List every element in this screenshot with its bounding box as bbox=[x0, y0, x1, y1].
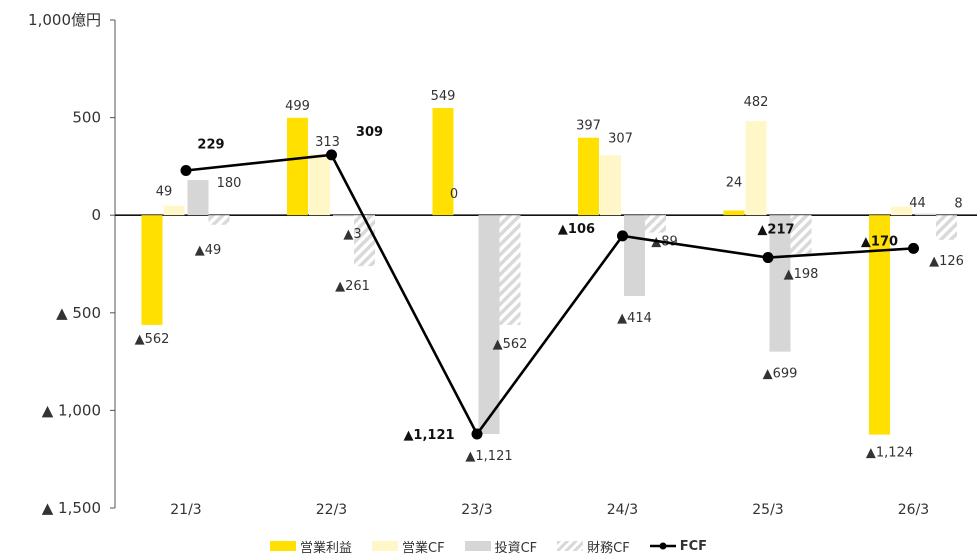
investing-cf-bar bbox=[478, 215, 500, 435]
bar-data-label: ▲1,124 bbox=[866, 446, 913, 461]
fcf-data-label: ▲217 bbox=[757, 223, 794, 238]
bar-data-label: 397 bbox=[576, 119, 601, 134]
x-category-label: 21/3 bbox=[170, 502, 201, 518]
bar-data-label: ▲49 bbox=[195, 243, 222, 258]
operating-cf-bar bbox=[309, 154, 330, 216]
x-category-label: 25/3 bbox=[752, 502, 783, 518]
legend-label-financing-cf: 財務CF bbox=[587, 540, 630, 556]
x-category-label: 23/3 bbox=[461, 502, 492, 518]
operating-cf-bar bbox=[600, 155, 621, 216]
operating-profit-bar bbox=[432, 108, 454, 216]
investing-cf-bar bbox=[769, 215, 791, 352]
y-tick-label: ▲ 500 bbox=[56, 304, 101, 322]
legend-item-operating-profit: 営業利益 bbox=[269, 537, 352, 556]
fcf-data-label: ▲1,121 bbox=[403, 428, 454, 443]
fcf-data-label: 229 bbox=[197, 137, 224, 152]
operating-profit-bar bbox=[723, 210, 745, 216]
operating-cf-bar bbox=[745, 121, 767, 216]
legend-label-operating-cf: 営業CF bbox=[402, 540, 445, 556]
investing-cf-bar bbox=[624, 215, 645, 297]
bar-data-label: ▲3 bbox=[343, 227, 361, 242]
bar-data-label: ▲699 bbox=[763, 367, 798, 382]
legend-swatch-investing-cf bbox=[464, 541, 491, 551]
legend-swatch-fcf bbox=[649, 542, 676, 550]
y-tick-label: 500 bbox=[72, 109, 101, 127]
financing-cf-bar bbox=[499, 215, 521, 325]
bar-data-label: ▲1,121 bbox=[465, 449, 512, 464]
bar-data-label: ▲414 bbox=[617, 311, 652, 326]
operating-profit-bar bbox=[869, 215, 890, 435]
bar-data-label: ▲562 bbox=[135, 332, 170, 347]
financing-cf-bar bbox=[936, 215, 957, 240]
bar-data-label: 8 bbox=[954, 197, 962, 212]
legend-item-investing-cf: 投資CF bbox=[464, 537, 538, 556]
bar-data-label: ▲562 bbox=[493, 337, 528, 352]
y-tick-label: 0 bbox=[91, 206, 101, 224]
fcf-data-label: ▲106 bbox=[558, 222, 595, 237]
fcf-data-label: 309 bbox=[356, 125, 383, 140]
legend-swatch-financing-cf bbox=[557, 541, 584, 551]
legend-swatch-operating-profit bbox=[269, 541, 296, 551]
legend-item-financing-cf: 財務CF bbox=[557, 537, 630, 556]
financing-cf-bar bbox=[790, 215, 812, 254]
bar-data-label: 313 bbox=[315, 135, 340, 150]
fcf-point bbox=[908, 242, 919, 254]
legend-label-investing-cf: 投資CF bbox=[494, 540, 538, 556]
bar-data-label: 49 bbox=[156, 185, 173, 200]
chart-legend: 営業利益 営業CF 投資CF 財務CF FCF bbox=[0, 535, 977, 557]
financing-cf-bar bbox=[645, 215, 666, 233]
bar-data-label: 0 bbox=[450, 187, 458, 202]
investing-cf-bar bbox=[333, 215, 354, 217]
fcf-point bbox=[617, 230, 628, 242]
bar-data-label: 24 bbox=[726, 176, 743, 191]
bar-data-label: 482 bbox=[744, 95, 769, 110]
legend-swatch-operating-cf bbox=[372, 541, 398, 551]
operating-profit-bar bbox=[287, 117, 308, 216]
y-tick-label: 1,000億円 bbox=[28, 11, 101, 29]
investing-cf-bar bbox=[187, 180, 209, 216]
legend-item-fcf: FCF bbox=[649, 538, 707, 554]
bar-data-label: 499 bbox=[285, 99, 310, 114]
x-category-label: 26/3 bbox=[898, 502, 929, 518]
fcf-point bbox=[180, 164, 192, 176]
legend-label-fcf: FCF bbox=[679, 538, 707, 554]
operating-profit-bar bbox=[141, 215, 163, 325]
operating-cf-bar bbox=[891, 206, 912, 216]
fcf-data-label: ▲170 bbox=[861, 234, 898, 249]
legend-label-operating-profit: 営業利益 bbox=[299, 540, 352, 556]
financing-cf-bar bbox=[208, 215, 230, 225]
bar-data-label: 180 bbox=[217, 176, 242, 191]
bar-data-label: ▲198 bbox=[784, 267, 819, 282]
bar-data-label: 44 bbox=[909, 196, 926, 211]
fcf-point bbox=[326, 149, 337, 161]
investing-cf-bar bbox=[915, 213, 936, 216]
legend-item-operating-cf: 営業CF bbox=[372, 537, 445, 556]
y-tick-label: ▲ 1,000 bbox=[42, 401, 101, 419]
bar-data-label: 307 bbox=[608, 131, 633, 146]
operating-profit-bar bbox=[578, 137, 599, 216]
x-category-label: 22/3 bbox=[316, 502, 347, 518]
operating-cf-bar bbox=[163, 205, 185, 216]
fcf-line bbox=[185, 153, 914, 437]
x-category-label: 24/3 bbox=[607, 502, 638, 518]
fcf-point bbox=[471, 428, 483, 440]
fcf-point bbox=[762, 252, 774, 264]
bar-data-label: ▲126 bbox=[929, 254, 964, 269]
y-tick-label: ▲ 1,500 bbox=[42, 499, 101, 517]
bar-data-label: ▲261 bbox=[335, 279, 370, 294]
bar-data-label: 549 bbox=[431, 89, 456, 104]
